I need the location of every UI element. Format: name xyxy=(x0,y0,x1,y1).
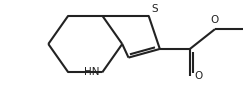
Text: O: O xyxy=(211,15,219,25)
Text: O: O xyxy=(194,71,203,81)
Text: HN: HN xyxy=(84,67,100,77)
Text: S: S xyxy=(151,4,158,14)
